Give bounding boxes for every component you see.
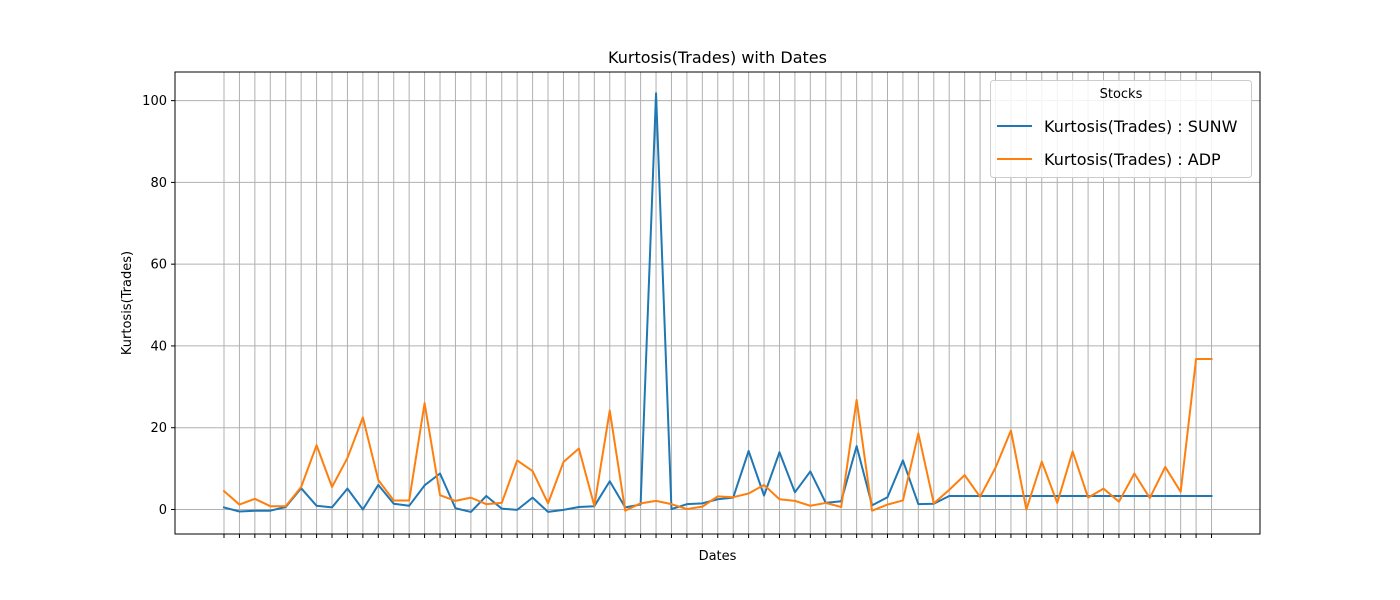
legend-box <box>990 80 1252 178</box>
y-tick-label: 20 <box>150 421 167 436</box>
series-lines <box>222 92 1213 513</box>
series-line-adp <box>222 358 1213 512</box>
x-ticks <box>223 534 1213 538</box>
series-line-sunw <box>222 92 1213 513</box>
y-tick-label: 80 <box>150 176 167 191</box>
y-ticks: 0 20 40 60 80 100 <box>142 94 175 518</box>
y-axis-label: Kurtosis(Trades) <box>120 251 135 355</box>
legend: Stocks Kurtosis(Trades) : SUNW Kurtosis(… <box>990 80 1252 178</box>
y-tick-label: 0 <box>159 503 167 518</box>
y-tick-label: 40 <box>150 339 167 354</box>
y-tick-label: 100 <box>142 94 167 109</box>
legend-label-adp: Kurtosis(Trades) : ADP <box>1044 150 1221 169</box>
legend-title: Stocks <box>1100 87 1143 102</box>
legend-label-sunw: Kurtosis(Trades) : SUNW <box>1044 117 1238 136</box>
chart-title: Kurtosis(Trades) with Dates <box>608 48 827 67</box>
x-axis-label: Dates <box>699 549 737 564</box>
y-tick-label: 60 <box>150 258 167 273</box>
